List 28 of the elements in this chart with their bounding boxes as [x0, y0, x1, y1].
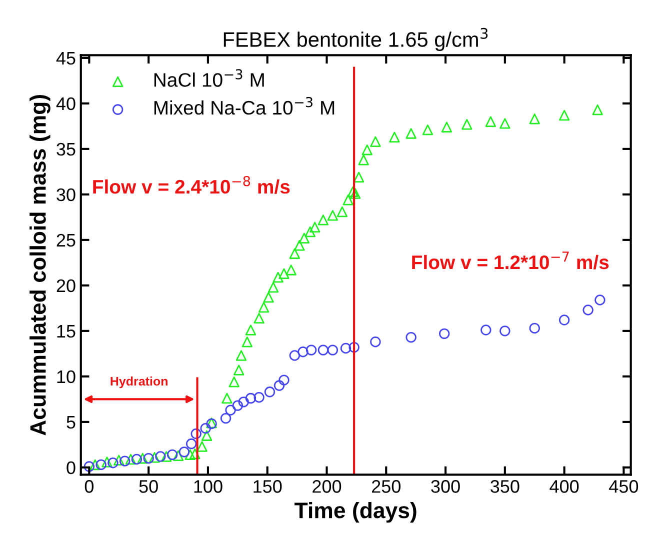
annotation: Flow v = 2.4*10$^{−8}$ m/s	[93, 176, 290, 194]
x-tick-label: 0	[84, 480, 94, 493]
y-tick-label: 15	[57, 325, 76, 338]
x-tick-label: 300	[431, 480, 460, 493]
ref-line-label: Hydration	[110, 376, 168, 388]
y-tick-label: 45	[56, 52, 76, 65]
x-axis-title: Time (days)	[294, 502, 416, 523]
x-tick-label: 200	[312, 480, 342, 493]
y-tick-label: 25	[56, 234, 76, 247]
y-tick-label: 0	[66, 461, 76, 474]
y-axis-title: Acummulated colloid mass (mg)	[30, 95, 50, 436]
legend-label: Mixed Na-Ca 10$^{−3}$ M	[154, 96, 334, 115]
x-tick-label: 100	[194, 480, 222, 493]
x-tick-label: 50	[139, 480, 158, 493]
x-tick-label: 250	[372, 480, 400, 493]
x-tick-label: 400	[550, 480, 579, 493]
x-tick-label: 450	[609, 480, 638, 493]
y-tick-label: 40	[56, 97, 76, 110]
y-tick-label: 20	[56, 279, 76, 292]
chart-title: FEBEX bentonite 1.65 g/cm$^{3}$	[224, 28, 488, 52]
x-tick-label: 350	[490, 480, 520, 493]
y-tick-label: 10	[57, 370, 76, 384]
y-tick-label: 30	[56, 188, 76, 202]
legend-label: NaCl 10$^{−3}$ M	[154, 69, 264, 87]
y-tick-label: 5	[66, 416, 76, 429]
x-tick-label: 150	[254, 480, 282, 493]
annotation: Flow v = 1.2*10$^{−7}$ m/s	[412, 252, 609, 270]
y-tick-label: 35	[56, 142, 76, 156]
